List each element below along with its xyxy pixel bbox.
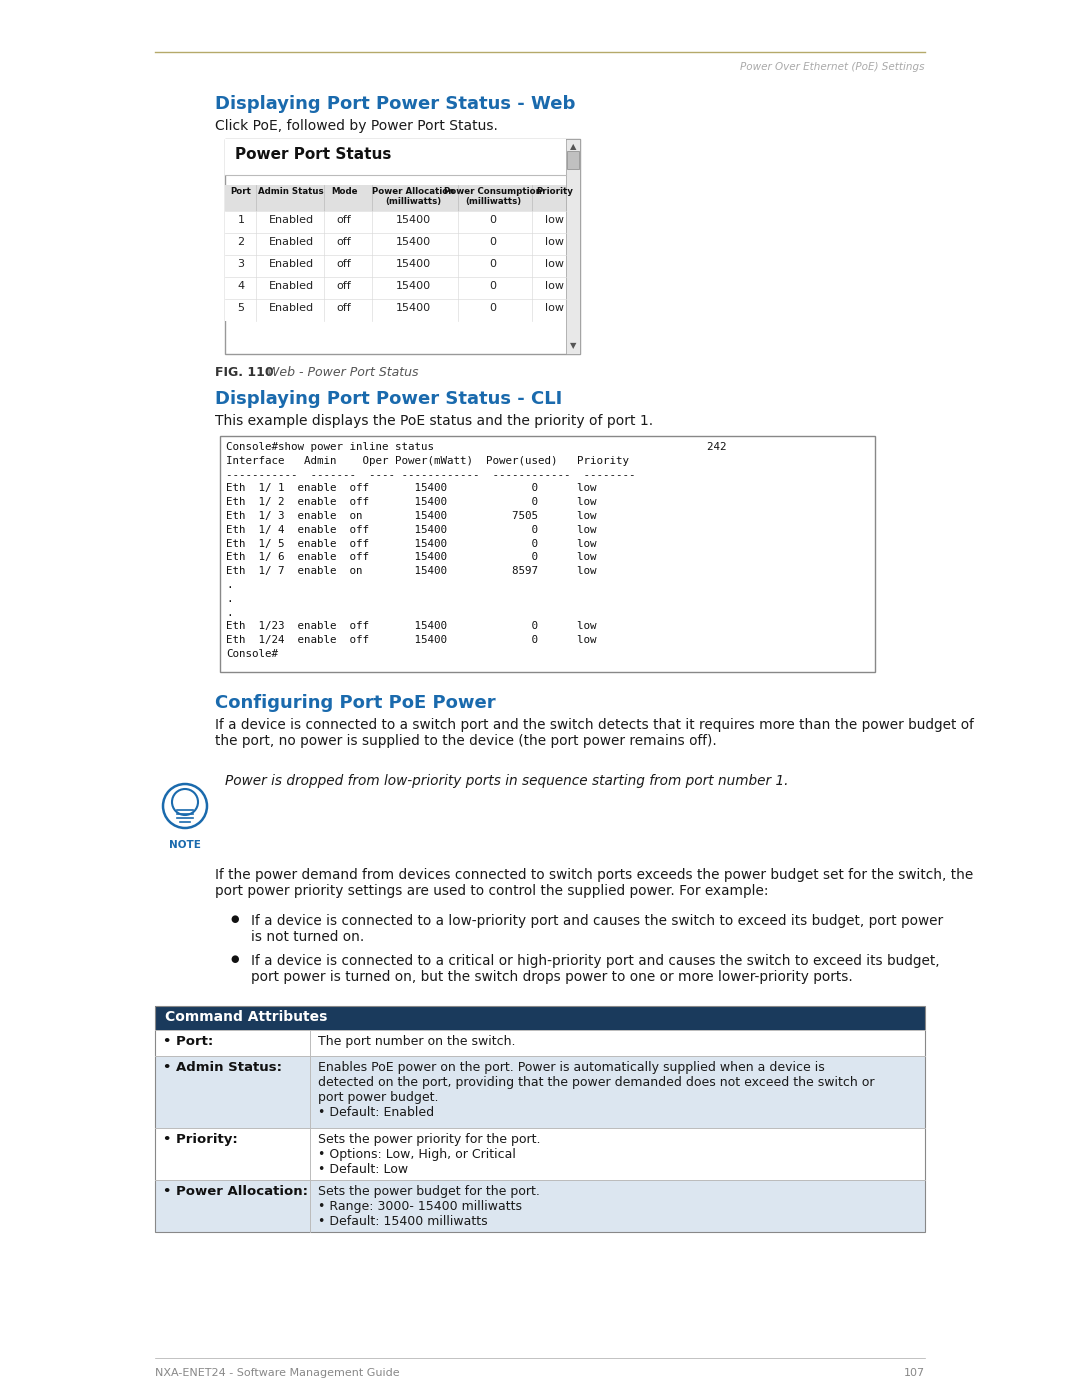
Text: Eth  1/ 1  enable  off       15400             0      low: Eth 1/ 1 enable off 15400 0 low <box>226 483 596 493</box>
Text: Enabled: Enabled <box>269 303 313 313</box>
Text: Power Over Ethernet (PoE) Settings: Power Over Ethernet (PoE) Settings <box>741 61 924 73</box>
Text: Eth  1/ 5  enable  off       15400             0      low: Eth 1/ 5 enable off 15400 0 low <box>226 539 596 549</box>
FancyBboxPatch shape <box>156 1006 924 1030</box>
Text: low: low <box>545 281 565 291</box>
Text: 2: 2 <box>238 237 244 247</box>
Text: Mode: Mode <box>330 187 357 196</box>
Text: Sets the power budget for the port.
• Range: 3000- 15400 milliwatts
• Default: 1: Sets the power budget for the port. • Ra… <box>318 1185 540 1228</box>
FancyBboxPatch shape <box>156 1030 924 1056</box>
FancyBboxPatch shape <box>566 138 580 353</box>
Text: off: off <box>337 215 351 225</box>
Text: Power Port Status: Power Port Status <box>235 147 391 162</box>
FancyBboxPatch shape <box>225 184 566 211</box>
FancyBboxPatch shape <box>225 256 566 277</box>
Text: ●: ● <box>231 914 240 923</box>
FancyBboxPatch shape <box>156 1056 924 1127</box>
Text: • Port:: • Port: <box>163 1035 213 1048</box>
Text: Enabled: Enabled <box>269 215 313 225</box>
Text: Enabled: Enabled <box>269 258 313 270</box>
Text: off: off <box>337 237 351 247</box>
Text: Configuring Port PoE Power: Configuring Port PoE Power <box>215 694 496 712</box>
FancyBboxPatch shape <box>225 299 566 321</box>
Text: Enables PoE power on the port. Power is automatically supplied when a device is
: Enables PoE power on the port. Power is … <box>318 1060 875 1119</box>
Text: 4: 4 <box>238 281 244 291</box>
Text: Eth  1/ 3  enable  on        15400          7505      low: Eth 1/ 3 enable on 15400 7505 low <box>226 511 596 521</box>
Text: Eth  1/ 6  enable  off       15400             0      low: Eth 1/ 6 enable off 15400 0 low <box>226 552 596 563</box>
FancyBboxPatch shape <box>225 138 580 353</box>
Text: • Admin Status:: • Admin Status: <box>163 1060 282 1074</box>
Text: Port: Port <box>230 187 252 196</box>
Text: If the power demand from devices connected to switch ports exceeds the power bud: If the power demand from devices connect… <box>215 868 973 898</box>
Text: ▼: ▼ <box>570 341 577 351</box>
Text: 0: 0 <box>489 303 497 313</box>
Text: Displaying Port Power Status - Web: Displaying Port Power Status - Web <box>215 95 576 113</box>
Text: Click PoE, followed by Power Port Status.: Click PoE, followed by Power Port Status… <box>215 119 498 133</box>
Text: • Power Allocation:: • Power Allocation: <box>163 1185 308 1199</box>
Text: ●: ● <box>231 954 240 964</box>
Text: Enabled: Enabled <box>269 281 313 291</box>
Text: This example displays the PoE status and the priority of port 1.: This example displays the PoE status and… <box>215 414 653 427</box>
Text: Web - Power Port Status: Web - Power Port Status <box>259 366 419 379</box>
Text: 15400: 15400 <box>395 215 431 225</box>
Text: 15400: 15400 <box>395 258 431 270</box>
Text: .: . <box>226 594 232 604</box>
FancyBboxPatch shape <box>156 1180 924 1232</box>
Text: low: low <box>545 215 565 225</box>
Text: 1: 1 <box>238 215 244 225</box>
Text: Sets the power priority for the port.
• Options: Low, High, or Critical
• Defaul: Sets the power priority for the port. • … <box>318 1133 540 1176</box>
Text: Interface   Admin    Oper Power(mWatt)  Power(used)   Priority: Interface Admin Oper Power(mWatt) Power(… <box>226 455 629 465</box>
Text: Eth  1/ 2  enable  off       15400             0      low: Eth 1/ 2 enable off 15400 0 low <box>226 497 596 507</box>
Text: If a device is connected to a critical or high-priority port and causes the swit: If a device is connected to a critical o… <box>251 954 940 985</box>
Text: If a device is connected to a switch port and the switch detects that it require: If a device is connected to a switch por… <box>215 718 974 749</box>
Text: .: . <box>226 580 232 590</box>
Text: 0: 0 <box>489 237 497 247</box>
Text: 3: 3 <box>238 258 244 270</box>
Text: The port number on the switch.: The port number on the switch. <box>318 1035 515 1048</box>
Text: Console#show power inline status                                          242: Console#show power inline status 242 <box>226 441 727 453</box>
Text: Enabled: Enabled <box>269 237 313 247</box>
Text: Power is dropped from low-priority ports in sequence starting from port number 1: Power is dropped from low-priority ports… <box>225 774 788 788</box>
Text: off: off <box>337 281 351 291</box>
Text: off: off <box>337 258 351 270</box>
Text: 15400: 15400 <box>395 281 431 291</box>
Text: 15400: 15400 <box>395 237 431 247</box>
Text: ▲: ▲ <box>570 142 577 151</box>
Text: off: off <box>337 303 351 313</box>
Text: Admin Status: Admin Status <box>258 187 324 196</box>
Text: -----------  -------  ---- ------------  ------------  --------: ----------- ------- ---- ------------ --… <box>226 469 635 479</box>
FancyBboxPatch shape <box>156 1127 924 1180</box>
Text: If a device is connected to a low-priority port and causes the switch to exceed : If a device is connected to a low-priori… <box>251 914 943 944</box>
Text: Eth  1/ 4  enable  off       15400             0      low: Eth 1/ 4 enable off 15400 0 low <box>226 525 596 535</box>
Text: low: low <box>545 237 565 247</box>
Text: Displaying Port Power Status - CLI: Displaying Port Power Status - CLI <box>215 390 563 408</box>
Text: low: low <box>545 303 565 313</box>
FancyBboxPatch shape <box>225 233 566 256</box>
Text: NXA-ENET24 - Software Management Guide: NXA-ENET24 - Software Management Guide <box>156 1368 400 1377</box>
Text: Priority: Priority <box>537 187 573 196</box>
Text: Power Allocation
(milliwatts): Power Allocation (milliwatts) <box>372 187 455 207</box>
Text: 107: 107 <box>904 1368 924 1377</box>
Text: 5: 5 <box>238 303 244 313</box>
Text: 0: 0 <box>489 215 497 225</box>
Text: Power Consumption
(milliwatts): Power Consumption (milliwatts) <box>444 187 542 207</box>
Text: • Priority:: • Priority: <box>163 1133 238 1146</box>
Text: Console#: Console# <box>226 650 278 659</box>
FancyBboxPatch shape <box>220 436 875 672</box>
FancyBboxPatch shape <box>225 277 566 299</box>
FancyBboxPatch shape <box>567 151 579 169</box>
Text: Eth  1/23  enable  off       15400             0      low: Eth 1/23 enable off 15400 0 low <box>226 622 596 631</box>
Text: .: . <box>226 608 232 617</box>
FancyBboxPatch shape <box>225 211 566 233</box>
Text: Eth  1/24  enable  off       15400             0      low: Eth 1/24 enable off 15400 0 low <box>226 636 596 645</box>
FancyBboxPatch shape <box>225 138 566 175</box>
Text: 15400: 15400 <box>395 303 431 313</box>
Text: Eth  1/ 7  enable  on        15400          8597      low: Eth 1/ 7 enable on 15400 8597 low <box>226 566 596 576</box>
Text: 0: 0 <box>489 281 497 291</box>
Text: 0: 0 <box>489 258 497 270</box>
Text: low: low <box>545 258 565 270</box>
Text: FIG. 110: FIG. 110 <box>215 366 273 379</box>
Text: NOTE: NOTE <box>170 840 201 849</box>
Text: Command Attributes: Command Attributes <box>165 1010 327 1024</box>
